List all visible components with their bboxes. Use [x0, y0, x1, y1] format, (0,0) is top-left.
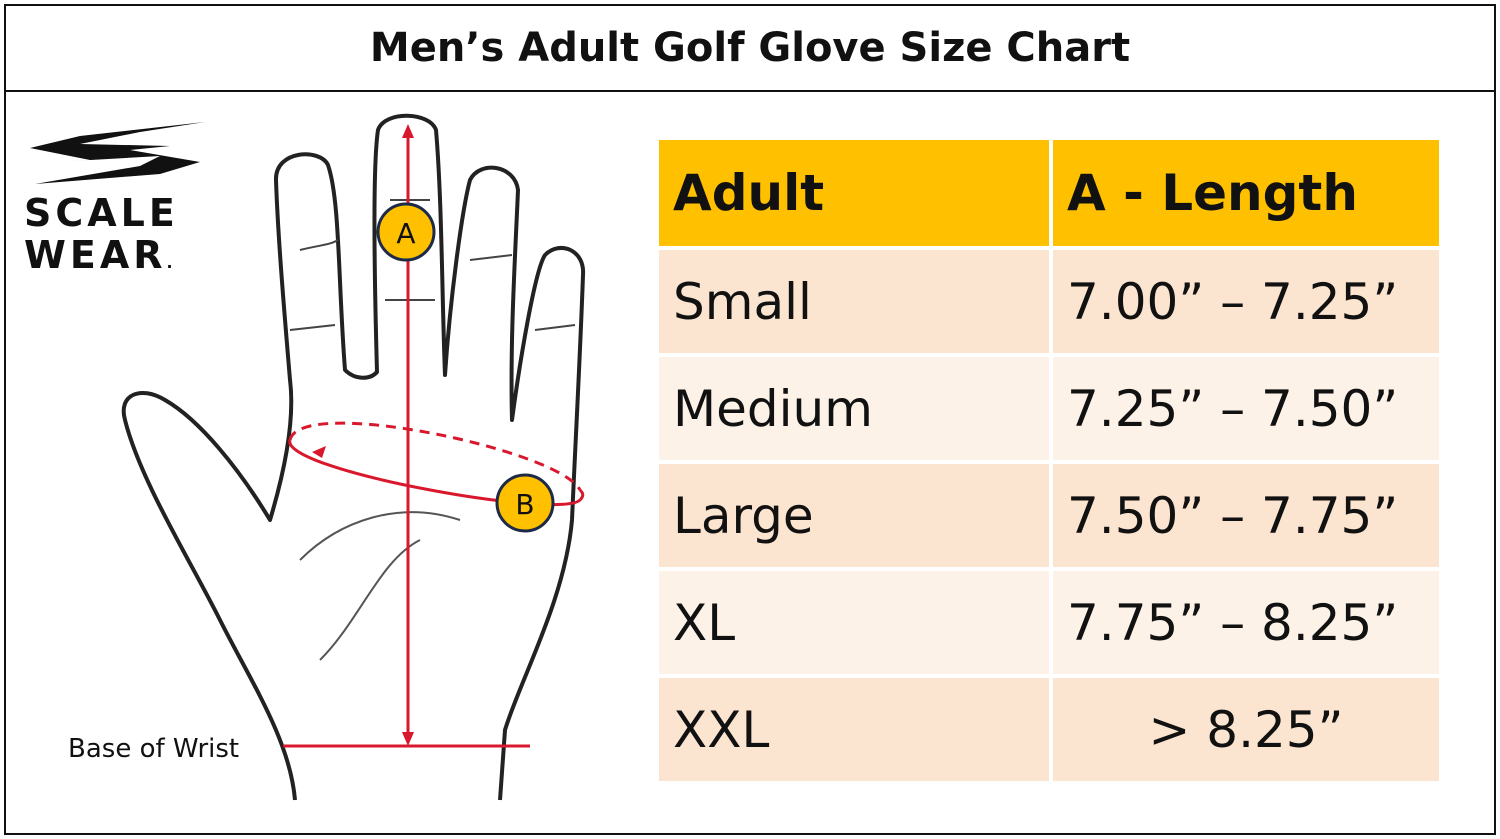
finger-creases — [289, 199, 576, 331]
length-cell: > 8.25” — [1053, 678, 1439, 781]
marker-b: B — [495, 473, 555, 533]
scale-wear-s-icon — [30, 122, 205, 184]
size-cell: XXL — [659, 678, 1049, 781]
length-cell: 7.75” – 8.25” — [1053, 571, 1439, 674]
brand-name-line1: SCALE — [24, 191, 179, 235]
table-row: XXL > 8.25” — [659, 678, 1439, 781]
table-row: Small 7.00” – 7.25” — [659, 250, 1439, 353]
table-row: Medium 7.25” – 7.50” — [659, 357, 1439, 460]
length-cell: 7.25” – 7.50” — [1053, 357, 1439, 460]
svg-text:A: A — [396, 217, 415, 250]
size-cell: Small — [659, 250, 1049, 353]
header-length: A - Length — [1053, 140, 1439, 246]
svg-text:B: B — [515, 488, 534, 521]
brand-name-line2: WEAR. — [24, 233, 177, 277]
page-title: Men’s Adult Golf Glove Size Chart — [369, 25, 1131, 71]
base-of-wrist-label: Base of Wrist — [68, 734, 240, 764]
size-cell: Medium — [659, 357, 1049, 460]
chart-frame: Men’s Adult Golf Glove Size Chart — [4, 4, 1496, 835]
size-cell: Large — [659, 464, 1049, 567]
hand-outline — [121, 113, 586, 801]
header-adult: Adult — [659, 140, 1049, 246]
brand-logo: SCALE WEAR. — [20, 118, 220, 284]
marker-a: A — [376, 202, 436, 262]
table-header-row: Adult A - Length — [659, 140, 1439, 246]
size-table: Adult A - Length Small 7.00” – 7.25” Med… — [655, 136, 1443, 785]
length-cell: 7.00” – 7.25” — [1053, 250, 1439, 353]
table-row: Large 7.50” – 7.75” — [659, 464, 1439, 567]
size-cell: XL — [659, 571, 1049, 674]
hand-diagram: A B — [121, 113, 586, 801]
title-bar: Men’s Adult Golf Glove Size Chart — [6, 6, 1494, 92]
table-row: XL 7.75” – 8.25” — [659, 571, 1439, 674]
length-cell: 7.50” – 7.75” — [1053, 464, 1439, 567]
